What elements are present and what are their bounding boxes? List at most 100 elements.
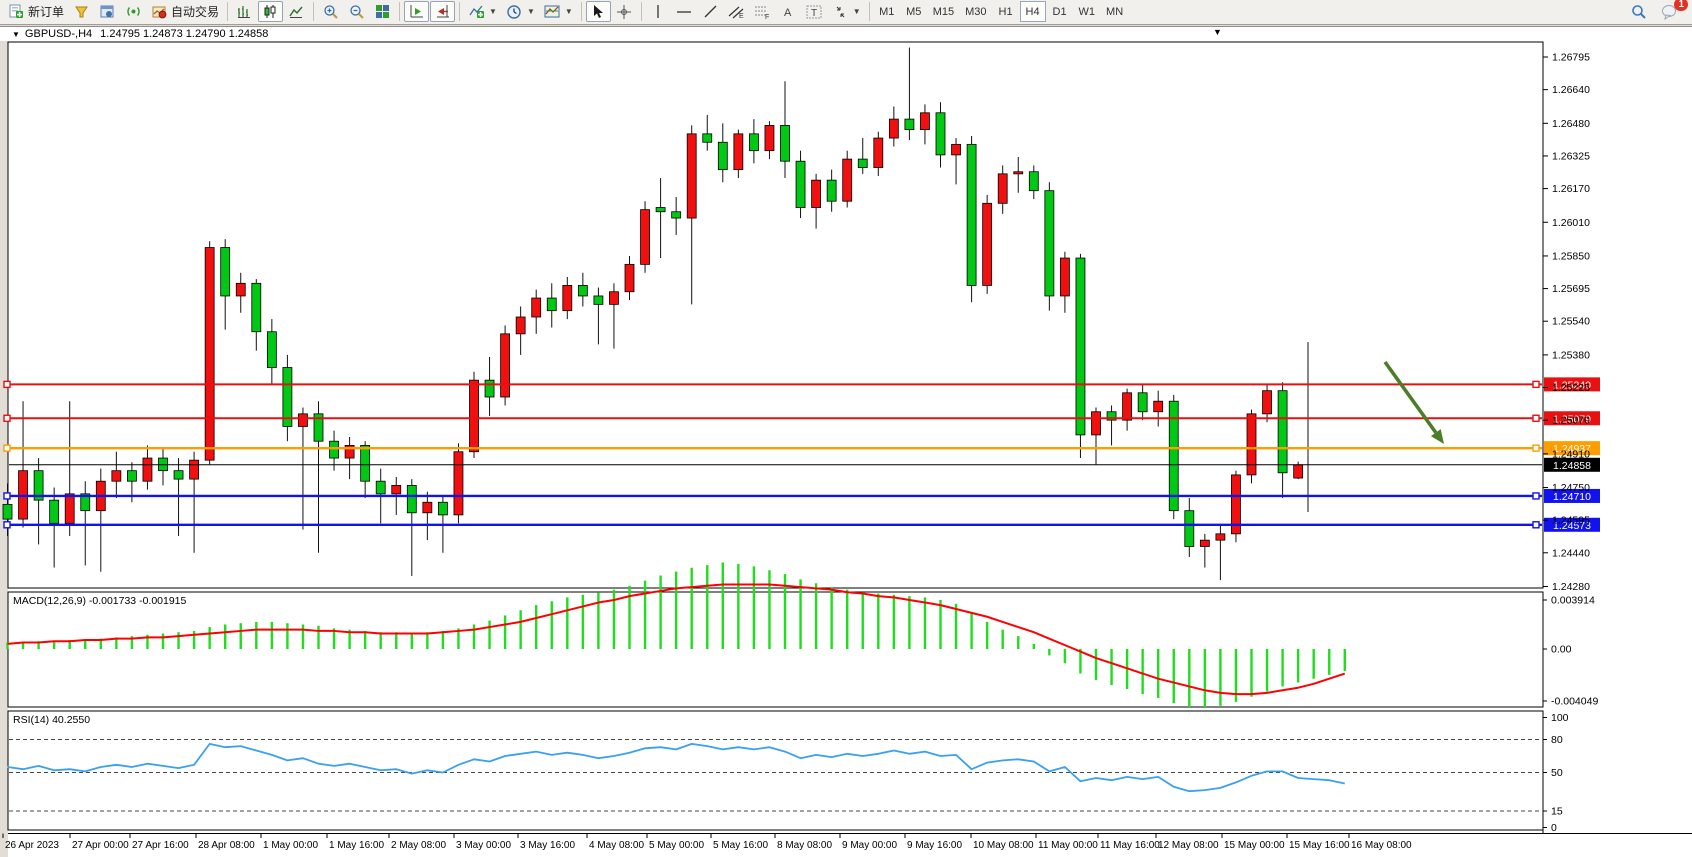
chevron-down-icon: ▼ — [564, 7, 573, 16]
channel-tool-button[interactable]: E — [724, 1, 749, 22]
line-handle[interactable] — [3, 380, 11, 389]
line-handle[interactable] — [1532, 444, 1540, 452]
price-axis-label: 1.26640 — [1552, 84, 1590, 96]
autotrading-button[interactable]: 自动交易 — [147, 1, 223, 22]
toolbar-separator — [640, 2, 642, 21]
line-handle[interactable] — [3, 521, 11, 529]
candle-body — [1044, 190, 1055, 297]
search-button[interactable] — [1626, 1, 1651, 22]
price-axis-label: 1.25070 — [1552, 415, 1590, 427]
line-handle[interactable] — [1532, 521, 1540, 529]
candle-body — [982, 202, 993, 286]
cursor-tool-button[interactable] — [585, 1, 611, 22]
line-handle[interactable] — [1532, 414, 1540, 422]
timeframe-d1-button[interactable]: D1 — [1052, 5, 1067, 18]
candle-chart-type-button[interactable] — [258, 1, 284, 22]
line-chart-type-button[interactable] — [284, 1, 309, 22]
auto-scroll-button[interactable] — [404, 1, 430, 22]
zoom-in-button[interactable] — [318, 1, 343, 22]
rsi-panel-frame — [7, 710, 1544, 831]
chart-titlebar[interactable]: ▼ GBPUSD-,H4 1.24795 1.24873 1.24790 1.2… — [0, 26, 1692, 41]
candle-body — [717, 141, 728, 171]
trendline-tool-button[interactable] — [698, 1, 723, 22]
candle-body — [1199, 539, 1210, 547]
chevron-down-icon: ▼ — [489, 7, 497, 16]
zoom-out-button[interactable] — [344, 1, 369, 22]
time-axis-label: 10 May 08:00 — [973, 840, 1034, 851]
chat-button[interactable]: 1 — [1657, 0, 1688, 22]
price-axis-label: 1.24280 — [1552, 581, 1590, 593]
candle-body — [127, 470, 137, 482]
templates-button[interactable]: ▼ — [540, 1, 577, 22]
price-axis-label: 1.26170 — [1552, 183, 1590, 195]
line-handle[interactable] — [1532, 492, 1540, 500]
funnel-icon — [73, 4, 90, 20]
timeframe-w1-button[interactable]: W1 — [1078, 5, 1096, 18]
fibonacci-tool-button[interactable]: F — [750, 1, 775, 22]
rsi-axis-label: 100 — [1551, 712, 1569, 724]
time-axis-label: 1 May 16:00 — [329, 840, 384, 851]
periods-button[interactable]: ▼ — [502, 1, 539, 22]
timeframe-m1-button[interactable]: M1 — [879, 5, 895, 18]
data-window-button[interactable] — [95, 1, 120, 22]
bar-chart-type-button[interactable] — [232, 1, 257, 22]
text-tool-button[interactable]: A — [776, 1, 801, 22]
candle-body — [873, 137, 884, 168]
candle-body — [1215, 533, 1226, 541]
signals-button[interactable] — [121, 1, 146, 22]
chevron-down-icon: ▼ — [852, 7, 861, 16]
price-axis-label: 1.25695 — [1552, 283, 1590, 295]
main-toolbar: 新订单 自动交易 — [0, 0, 1692, 25]
chart-area[interactable]: 1.25240 1.25079 1.24937 1.24858 1.24710 1.245… — [0, 41, 1692, 857]
candle-body — [235, 282, 246, 297]
candle-body — [80, 493, 91, 512]
candle-body — [842, 158, 853, 202]
tile-windows-button[interactable] — [370, 1, 395, 22]
timeframe-h4-button[interactable]: H4 — [1019, 1, 1046, 22]
chart-menu-caret-icon[interactable]: ▼ — [12, 29, 20, 39]
rsi-axis-label: 50 — [1551, 767, 1563, 779]
price-line-label: 1.25240 — [1553, 379, 1591, 391]
timeframe-mn-button[interactable]: MN — [1106, 5, 1124, 18]
candle-body — [422, 501, 433, 514]
timeframe-m5-button[interactable]: M5 — [906, 5, 922, 18]
time-axis-label: 5 May 00:00 — [649, 840, 704, 851]
rsi-line — [7, 743, 1345, 793]
indicators-button[interactable]: ▼ — [464, 1, 501, 22]
time-axis-label: 12 May 08:00 — [1158, 840, 1219, 851]
candle-body — [935, 112, 946, 156]
crosshair-tool-button[interactable] — [612, 1, 637, 22]
line-handle[interactable] — [1532, 380, 1540, 389]
time-axis-label: 15 May 00:00 — [1224, 840, 1285, 851]
arrows-tool-button[interactable]: ▼ — [828, 1, 865, 22]
time-axis-label: 3 May 16:00 — [520, 840, 575, 851]
chart-shift-button[interactable] — [430, 1, 456, 22]
text-label-icon: T — [806, 4, 823, 20]
price-axis-label: 1.24750 — [1552, 482, 1590, 494]
line-handle[interactable] — [3, 414, 11, 422]
candle-body — [826, 179, 837, 202]
candle-body — [64, 493, 75, 524]
market-watch-button[interactable] — [69, 1, 94, 22]
line-handle[interactable] — [3, 444, 11, 452]
horizontal-line-tool-button[interactable] — [672, 1, 697, 22]
time-axis-label: 8 May 08:00 — [777, 840, 832, 851]
template-icon — [544, 4, 561, 20]
timeframe-m15-button[interactable]: M15 — [932, 5, 955, 18]
trend-arrow-line[interactable] — [1383, 360, 1438, 434]
time-axis-label: 11 May 00:00 — [1038, 840, 1098, 851]
gbpusd-h4-chart[interactable]: 1.25240 1.25079 1.24937 1.24858 1.24710 1.245… — [0, 41, 1692, 857]
timeframe-m30-button[interactable]: M30 — [965, 5, 987, 18]
timeframe-h1-button[interactable]: H1 — [998, 5, 1013, 18]
vertical-line-tool-button[interactable] — [646, 1, 671, 22]
line-handle[interactable] — [3, 492, 11, 500]
text-label-tool-button[interactable]: T — [802, 1, 827, 22]
new-order-button[interactable]: 新订单 — [4, 1, 68, 22]
new-order-label: 新订单 — [28, 5, 65, 19]
zoom-out-icon — [348, 4, 365, 20]
candle-body — [282, 367, 293, 427]
candle-body — [189, 459, 200, 480]
price-axis-label: 1.26795 — [1552, 52, 1590, 64]
candle-body — [546, 297, 557, 312]
scroll-position-marker-icon: ▼ — [1213, 27, 1222, 37]
